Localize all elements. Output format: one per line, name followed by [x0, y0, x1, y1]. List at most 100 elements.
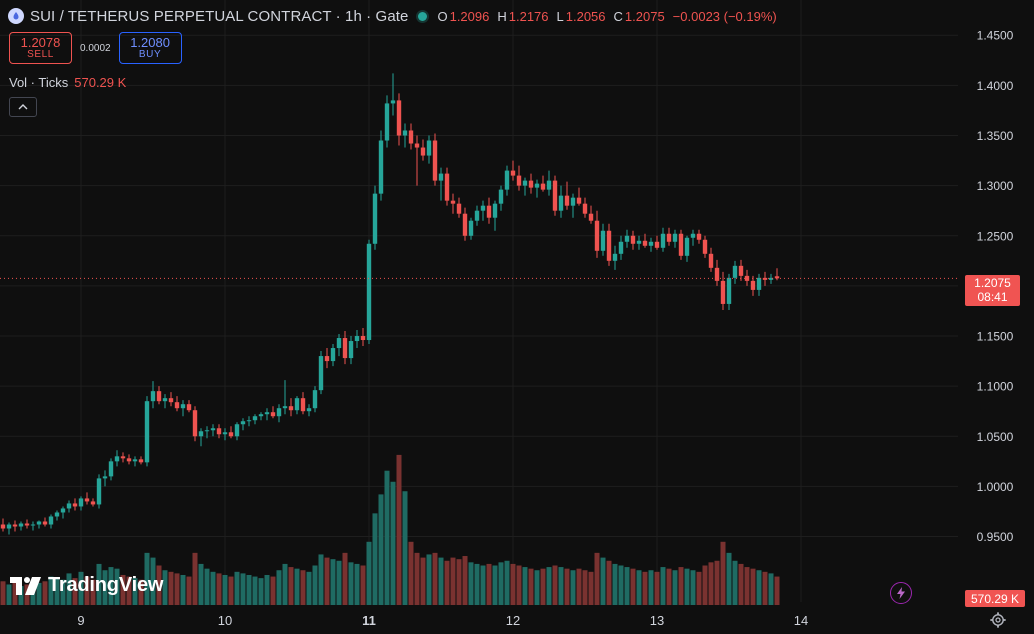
candle-body — [252, 416, 258, 421]
candle-body — [330, 348, 336, 362]
time-axis[interactable]: 891011121314 — [0, 613, 808, 628]
candle-body — [408, 130, 414, 144]
symbol-title[interactable]: SUI / TETHERUS PERPETUAL CONTRACT · 1h ·… — [30, 7, 409, 25]
volume-bar — [420, 557, 426, 605]
candle-body — [384, 103, 390, 141]
volume-bar — [762, 571, 768, 605]
candle-body — [732, 265, 738, 278]
candle-body — [672, 233, 678, 242]
volume-bar — [702, 565, 708, 605]
candle-body — [228, 432, 234, 437]
candle-body — [276, 408, 282, 417]
volume-bar — [558, 567, 564, 605]
tradingview-logo[interactable]: TradingView — [10, 574, 163, 597]
volume-bar — [30, 586, 36, 605]
candle-body — [654, 241, 660, 248]
candle-body — [336, 338, 342, 349]
volume-bar — [768, 573, 774, 605]
gear-icon[interactable] — [990, 612, 1006, 628]
lightning-icon — [897, 587, 905, 599]
buy-label: BUY — [138, 48, 162, 60]
volume-legend[interactable]: Vol · Ticks 570.29 K — [9, 75, 126, 90]
volume-bar — [498, 562, 504, 605]
candle-body — [324, 356, 330, 362]
sell-price: 1.2078 — [20, 34, 61, 50]
collapse-legend-button[interactable] — [9, 97, 37, 117]
price-axis[interactable]: 1.45001.40001.35001.30001.25001.20001.15… — [977, 29, 1014, 544]
buy-button[interactable]: 1.2080 BUY — [118, 32, 182, 64]
volume-bar — [18, 586, 24, 605]
volume-bar — [414, 552, 420, 605]
sell-button[interactable]: 1.2078 SELL — [9, 32, 72, 64]
volume-bar — [618, 565, 624, 605]
volume-bar — [690, 570, 696, 605]
time-tick-label: 10 — [218, 613, 232, 628]
open-label: O — [437, 8, 448, 24]
candle-body — [30, 524, 36, 526]
lightning-button[interactable] — [890, 582, 912, 604]
candle-body — [168, 398, 174, 403]
candle-body — [648, 241, 654, 246]
volume-bar — [540, 568, 546, 605]
candle-body — [294, 398, 300, 411]
time-tick-label: 9 — [77, 613, 84, 628]
volume-bar — [564, 568, 570, 605]
volume-bar — [114, 568, 120, 605]
candle-body — [78, 498, 84, 507]
volume-bar — [66, 573, 72, 605]
candle-body — [528, 180, 534, 188]
candle-body — [270, 412, 276, 417]
candle-body — [402, 130, 408, 136]
candle-body — [522, 180, 528, 186]
candle-body — [642, 240, 648, 246]
price-tick-label: 0.9500 — [977, 530, 1014, 544]
volume-bar — [582, 570, 588, 605]
candle-body — [534, 183, 540, 188]
volume-bar — [462, 556, 468, 605]
volume-bar — [432, 552, 438, 605]
price-tick-label: 1.1500 — [977, 330, 1014, 344]
volume-bar — [750, 568, 756, 605]
volume-bar — [234, 571, 240, 605]
candle-body — [162, 398, 168, 402]
volume-bar — [150, 557, 156, 605]
candle-body — [744, 275, 750, 281]
candle-body — [96, 478, 102, 505]
candle-body — [234, 424, 240, 437]
time-tick-label: 13 — [650, 613, 664, 628]
candle-body — [204, 430, 210, 432]
volume-bar — [138, 579, 144, 605]
candle-body — [558, 195, 564, 211]
candle-body — [624, 235, 630, 242]
sell-label: SELL — [27, 48, 54, 60]
candle-body — [354, 336, 360, 342]
candle-body — [414, 143, 420, 148]
candle-body — [468, 220, 474, 236]
volume-bar — [144, 552, 150, 605]
candle-body — [18, 523, 24, 527]
candle-body — [486, 205, 492, 218]
candle-body — [90, 501, 96, 505]
volume-bar — [666, 568, 672, 605]
candle-body — [198, 431, 204, 437]
ohlc-values: O 1.2096 H 1.2176 L 1.2056 C 1.2075 −0.0023 … — [437, 9, 776, 24]
volume-badge: 570.29 K — [965, 590, 1025, 607]
volume-bar — [594, 552, 600, 605]
candle-body — [510, 170, 516, 176]
volume-bar — [384, 470, 390, 605]
candle-body — [474, 210, 480, 221]
volume-bar — [552, 565, 558, 605]
candle-body — [570, 197, 576, 206]
volume-bar — [78, 571, 84, 605]
candle-body — [396, 100, 402, 136]
volume-bar — [132, 578, 138, 605]
candle-body — [762, 277, 768, 280]
volume-bar — [324, 557, 330, 605]
candle-body — [768, 277, 774, 280]
market-status-dot — [418, 11, 428, 21]
candle-body — [492, 203, 498, 218]
candle-body — [48, 516, 54, 525]
candle-body — [378, 140, 384, 194]
price-tick-label: 1.3000 — [977, 179, 1014, 193]
